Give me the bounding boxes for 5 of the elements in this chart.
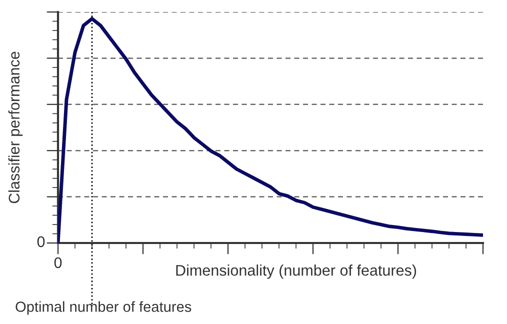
text: Optimal number of features bbox=[16, 301, 192, 315]
x-axis-title: Dimensionality (number of features) bbox=[176, 264, 416, 279]
text: 0 bbox=[54, 257, 62, 268]
y-axis-title: Classifier performance bbox=[8, 52, 23, 204]
text: 0 bbox=[37, 236, 45, 248]
